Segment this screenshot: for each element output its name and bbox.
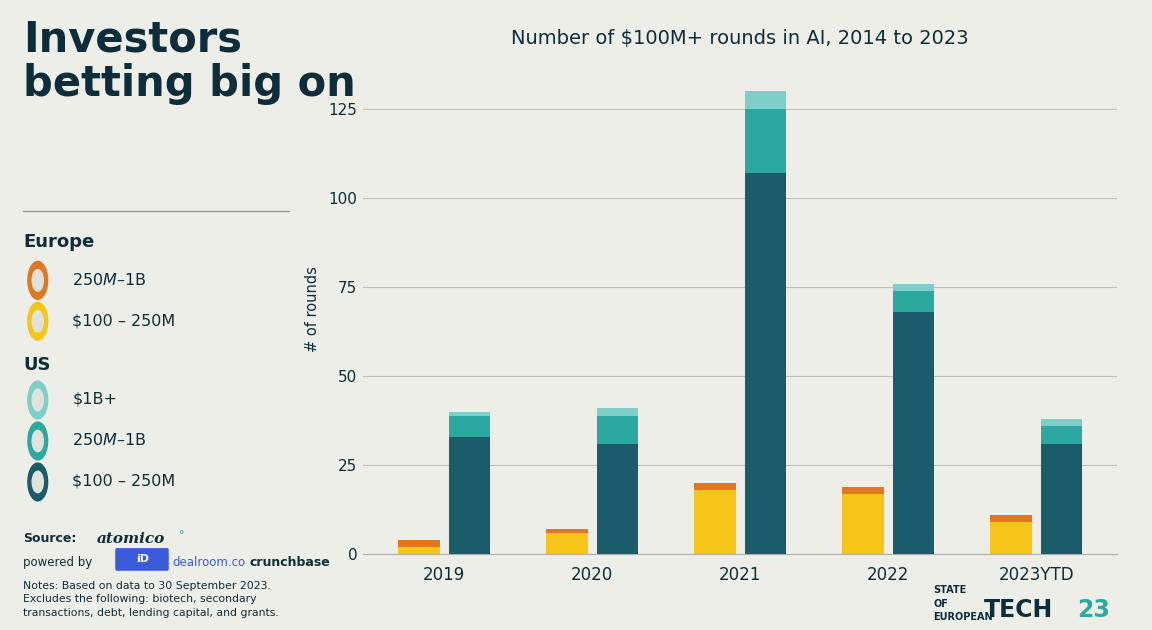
Text: Europe: Europe	[23, 233, 94, 251]
Bar	[399, 547, 440, 554]
Bar	[597, 416, 638, 444]
Text: Notes: Based on data to 30 September 2023.
Excludes the following: biotech, seco: Notes: Based on data to 30 September 202…	[23, 581, 279, 618]
Text: iD: iD	[136, 554, 149, 564]
Bar	[597, 408, 638, 416]
Text: dealroom.co: dealroom.co	[173, 556, 245, 569]
Text: $250M – $1B: $250M – $1B	[73, 272, 146, 288]
Bar	[744, 173, 786, 554]
Text: atomico: atomico	[97, 532, 165, 546]
Text: US: US	[23, 356, 51, 374]
Text: $100 – 250M: $100 – 250M	[73, 474, 175, 489]
Circle shape	[32, 270, 44, 291]
Bar	[1040, 419, 1082, 427]
Text: powered by: powered by	[23, 556, 92, 569]
Circle shape	[32, 389, 44, 411]
Bar	[1040, 444, 1082, 554]
Text: TECH: TECH	[984, 598, 1053, 622]
Bar	[597, 444, 638, 554]
Text: crunchbase: crunchbase	[250, 556, 331, 569]
Circle shape	[28, 261, 47, 299]
Text: STATE: STATE	[933, 585, 967, 595]
Bar	[448, 412, 490, 416]
Bar	[744, 91, 786, 109]
Bar	[695, 483, 736, 490]
Bar	[893, 291, 934, 312]
Bar	[546, 533, 588, 554]
Title: Number of $100M+ rounds in AI, 2014 to 2023: Number of $100M+ rounds in AI, 2014 to 2…	[511, 28, 969, 47]
Text: $100 – 250M: $100 – 250M	[73, 313, 175, 328]
Circle shape	[28, 302, 47, 340]
Circle shape	[32, 311, 44, 332]
Circle shape	[28, 381, 47, 419]
Bar	[842, 494, 884, 554]
Bar	[546, 529, 588, 533]
Y-axis label: # of rounds: # of rounds	[305, 266, 320, 352]
Text: $250M – $1B: $250M – $1B	[73, 432, 146, 449]
Text: $1B+: $1B+	[73, 392, 118, 407]
Circle shape	[32, 471, 44, 493]
Bar	[893, 284, 934, 291]
Bar	[448, 416, 490, 437]
Bar	[991, 522, 1032, 554]
Circle shape	[28, 463, 47, 501]
Circle shape	[32, 430, 44, 452]
Bar	[399, 540, 440, 547]
FancyBboxPatch shape	[115, 548, 168, 571]
Bar	[893, 312, 934, 554]
Text: Investors
betting big on AI: Investors betting big on AI	[23, 19, 418, 105]
Bar	[991, 515, 1032, 522]
Text: Source:: Source:	[23, 532, 76, 546]
Bar	[842, 487, 884, 494]
Bar	[448, 437, 490, 554]
Bar	[1040, 427, 1082, 444]
Circle shape	[28, 422, 47, 460]
Text: 23: 23	[1077, 598, 1111, 622]
Text: OF: OF	[933, 598, 948, 609]
Bar	[695, 490, 736, 554]
Bar	[744, 109, 786, 173]
Text: °: °	[179, 530, 184, 541]
Text: EUROPEAN: EUROPEAN	[933, 612, 993, 622]
